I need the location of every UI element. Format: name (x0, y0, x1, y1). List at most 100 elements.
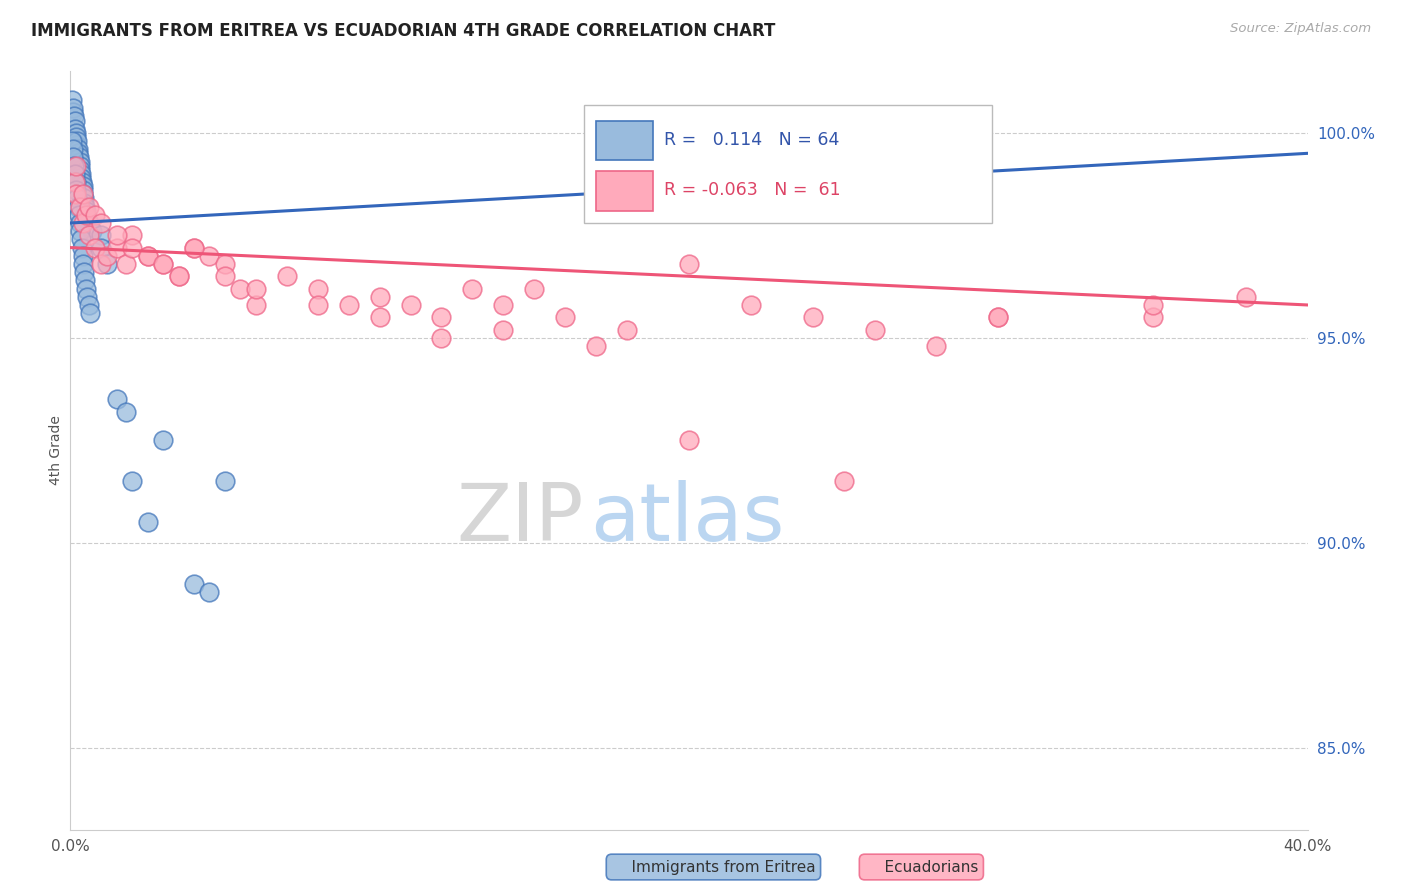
Point (167, 269, 190, 284)
Point (70, 170, 93, 185)
Point (73, 191, 96, 205)
Point (96, 249, 118, 263)
Text: atlas: atlas (591, 480, 785, 558)
Point (90, 257, 112, 271)
Point (73, 265, 96, 279)
Point (72, 249, 94, 263)
Point (62, 150, 84, 164)
Point (69, 159, 91, 173)
Text: ZIP: ZIP (457, 480, 583, 558)
Point (492, 298, 515, 312)
Point (115, 404, 138, 418)
Point (1142, 298, 1164, 312)
Point (96, 257, 118, 271)
Point (152, 257, 174, 271)
Point (75, 200, 97, 214)
Point (492, 322, 515, 336)
Text: R =   0.114   N = 64: R = 0.114 N = 64 (664, 130, 839, 149)
Point (72, 187, 94, 202)
Point (105, 241, 128, 255)
Point (616, 322, 638, 336)
Point (121, 474, 143, 488)
Point (63, 121, 86, 136)
Point (925, 339, 948, 353)
Y-axis label: 4th Grade: 4th Grade (49, 416, 63, 485)
Point (69, 162, 91, 177)
Point (72, 216, 94, 230)
Point (678, 257, 700, 271)
Point (84, 241, 107, 255)
Point (60, 93, 83, 107)
Point (77, 298, 100, 312)
Point (198, 249, 221, 263)
Point (105, 228, 128, 243)
Point (77, 228, 100, 243)
Point (67, 208, 90, 222)
Point (105, 392, 128, 407)
Point (987, 310, 1010, 325)
Point (65, 138, 87, 153)
Point (69, 154, 91, 169)
Point (63, 159, 86, 173)
Point (84, 208, 107, 222)
Point (69, 224, 91, 238)
Point (368, 310, 391, 325)
Point (740, 298, 762, 312)
Point (73, 195, 96, 210)
Point (63, 167, 86, 181)
Point (67, 150, 90, 164)
Point (245, 298, 267, 312)
Point (60, 134, 83, 148)
Point (75, 273, 97, 287)
Point (832, 474, 855, 488)
Point (152, 434, 174, 448)
Point (77, 216, 100, 230)
Point (65, 126, 87, 140)
Point (214, 474, 236, 488)
Point (63, 113, 86, 128)
Point (214, 269, 236, 284)
Point (167, 269, 190, 284)
Text: Source: ZipAtlas.com: Source: ZipAtlas.com (1230, 22, 1371, 36)
Point (183, 241, 205, 255)
Point (65, 175, 87, 189)
Point (90, 216, 112, 230)
FancyBboxPatch shape (596, 120, 652, 160)
Point (136, 249, 159, 263)
Point (183, 241, 205, 255)
Text: IMMIGRANTS FROM ERITREA VS ECUADORIAN 4TH GRADE CORRELATION CHART: IMMIGRANTS FROM ERITREA VS ECUADORIAN 4T… (31, 22, 775, 40)
Point (90, 228, 112, 243)
FancyBboxPatch shape (596, 171, 652, 211)
Point (70, 175, 93, 189)
Point (63, 175, 86, 189)
Point (152, 257, 174, 271)
Point (79, 220, 101, 235)
Point (276, 269, 298, 284)
Point (77, 200, 100, 214)
Point (399, 298, 422, 312)
Point (79, 306, 101, 320)
Point (65, 159, 87, 173)
Point (72, 257, 94, 271)
FancyBboxPatch shape (583, 105, 993, 223)
Point (121, 228, 143, 243)
Point (801, 310, 824, 325)
Point (72, 183, 94, 197)
Point (65, 187, 87, 202)
Point (337, 298, 360, 312)
Point (678, 434, 700, 448)
Point (136, 249, 159, 263)
Point (183, 576, 205, 591)
Point (69, 200, 91, 214)
Point (65, 130, 87, 145)
Point (67, 142, 90, 156)
Point (80, 224, 103, 238)
Point (66, 134, 89, 148)
Point (368, 290, 391, 304)
Point (62, 105, 84, 120)
Point (75, 208, 97, 222)
Point (430, 310, 453, 325)
Point (72, 187, 94, 202)
Point (75, 203, 97, 218)
Point (198, 585, 221, 599)
